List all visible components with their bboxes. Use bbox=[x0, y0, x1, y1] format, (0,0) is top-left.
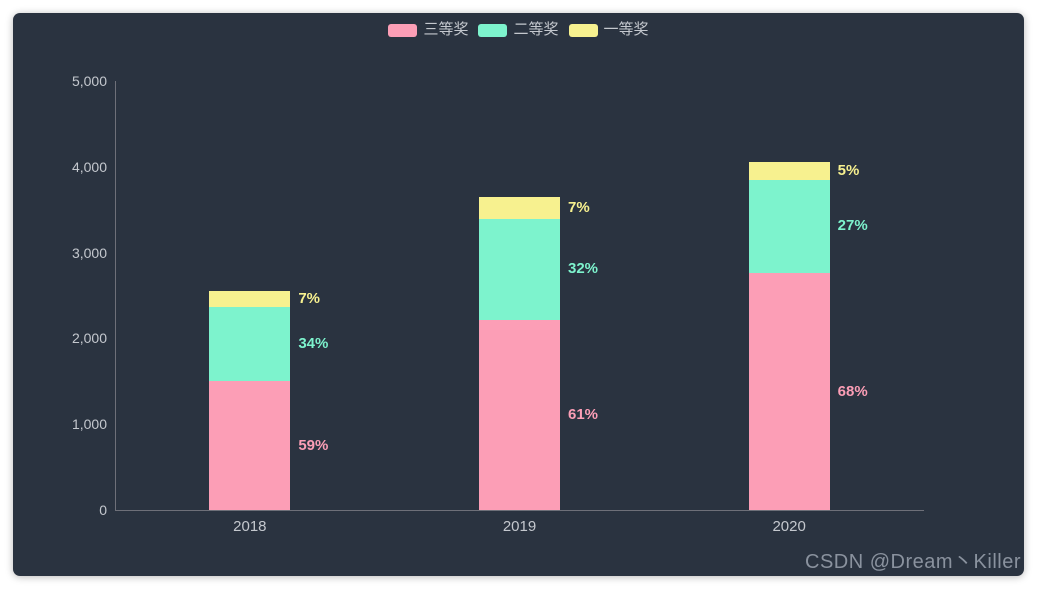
y-tick-label: 5,000 bbox=[71, 73, 107, 89]
y-tick-label: 4,000 bbox=[71, 158, 107, 175]
y-axis-line bbox=[115, 81, 116, 511]
legend-swatch-icon bbox=[388, 23, 418, 37]
x-axis-label-2018: 2018 bbox=[233, 518, 267, 535]
bar-percent-label: 59% bbox=[298, 436, 329, 454]
bar-segment-2019-1[interactable] bbox=[479, 219, 560, 320]
legend-swatch-icon bbox=[478, 23, 508, 37]
legend-swatch-icon bbox=[568, 23, 598, 37]
legend-item-0[interactable]: 三等奖 bbox=[388, 22, 468, 38]
bar-percent-label: 61% bbox=[568, 405, 599, 423]
bar-percent-label: 32% bbox=[568, 260, 599, 278]
bar-segment-2020-0[interactable] bbox=[748, 273, 830, 510]
chart-panel: 三等奖 二等奖 一等奖 0 1,000 2,000 3,000 4,000 5,000 59%… bbox=[13, 13, 1024, 576]
bar-segment-2020-2[interactable] bbox=[748, 162, 830, 180]
bar-segment-2019-0[interactable] bbox=[479, 319, 560, 510]
chart-legend: 三等奖 二等奖 一等奖 bbox=[13, 22, 1024, 38]
bar-segment-2020-1[interactable] bbox=[748, 179, 830, 274]
y-tick-label: 0 bbox=[99, 502, 107, 518]
bar-percent-label: 7% bbox=[568, 199, 590, 217]
watermark: CSDN @Dream丶Killer bbox=[805, 551, 1021, 573]
bar-segment-2018-1[interactable] bbox=[209, 306, 291, 382]
bar-percent-label: 34% bbox=[298, 334, 329, 352]
legend-item-1[interactable]: 二等奖 bbox=[478, 21, 559, 38]
y-tick-label: 1,000 bbox=[71, 416, 107, 433]
bar-percent-label: 27% bbox=[837, 217, 868, 235]
bar-segment-2019-2[interactable] bbox=[479, 197, 560, 220]
y-tick-label: 2,000 bbox=[71, 330, 107, 347]
bar-percent-label: 68% bbox=[837, 382, 868, 400]
x-axis-label-2019: 2019 bbox=[502, 518, 537, 535]
bar-segment-2018-2[interactable] bbox=[209, 291, 291, 307]
x-axis-label-2020: 2020 bbox=[772, 518, 806, 535]
legend-item-label: 二等奖 bbox=[513, 21, 559, 38]
legend-item-2[interactable]: 一等奖 bbox=[568, 21, 649, 38]
x-axis-line bbox=[115, 510, 924, 511]
bar-segment-2018-0[interactable] bbox=[209, 381, 291, 510]
bar-percent-label: 5% bbox=[837, 161, 860, 179]
y-tick-label: 3,000 bbox=[71, 244, 107, 261]
legend-item-label: 一等奖 bbox=[603, 21, 649, 38]
legend-item-label: 三等奖 bbox=[423, 21, 469, 38]
bar-percent-label: 7% bbox=[298, 289, 321, 307]
